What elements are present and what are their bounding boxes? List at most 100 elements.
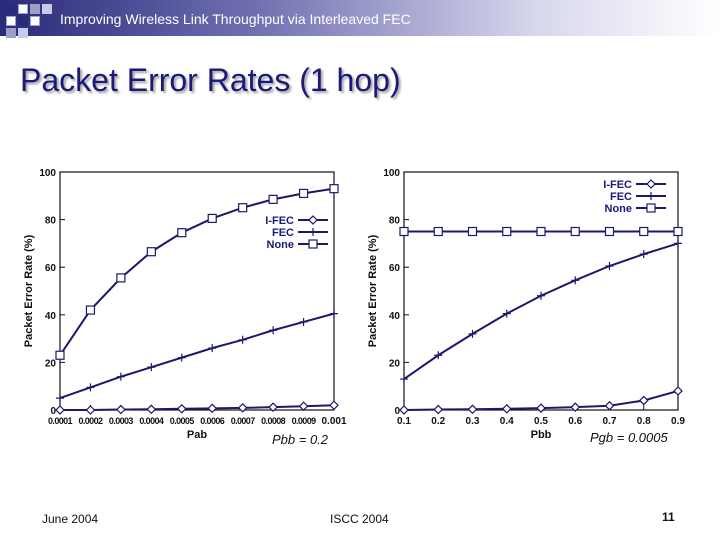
right-point-none-2: [467, 226, 478, 237]
right-point-i-fec-3: [501, 403, 512, 414]
left-point-none-5: [207, 213, 217, 224]
decor-square-6: [18, 16, 28, 26]
left-x-tick-label-2: 0.0003: [109, 416, 134, 426]
right-legend-marker-i-fec: [646, 179, 656, 189]
decor-square-8: [6, 28, 16, 38]
left-point-i-fec-4: [176, 403, 187, 414]
left-legend-marker-fec: [309, 228, 317, 236]
right-point-fec-5: [571, 276, 580, 285]
left-point-i-fec-3: [146, 404, 157, 415]
left-point-none-2: [116, 273, 126, 283]
footer-venue: ISCC 2004: [330, 512, 389, 526]
right-point-fec-0: [400, 375, 408, 384]
left-point-i-fec-0: [55, 405, 65, 415]
right-caption: Pgb = 0.0005: [590, 430, 668, 445]
right-point-none-6: [604, 226, 615, 237]
left-x-tick-label-7: 0.0008: [261, 416, 286, 426]
left-point-fec-3: [147, 363, 156, 372]
left-point-none-3: [146, 247, 156, 257]
right-legend-label-none: None: [605, 203, 633, 215]
left-x-tick-label-5: 0.0006: [200, 416, 225, 426]
header-bar: [0, 0, 720, 36]
right-legend-label-fec: FEC: [610, 191, 632, 203]
decor-square-7: [30, 16, 40, 26]
right-y-tick-label-3: 60: [389, 263, 401, 274]
left-point-fec-5: [208, 344, 217, 353]
right-point-fec-2: [468, 329, 477, 338]
header-title: Improving Wireless Link Throughput via I…: [60, 11, 411, 27]
left-y-tick-label-2: 40: [45, 311, 57, 322]
right-point-fec-6: [605, 262, 614, 271]
left-x-tick-label-1: 0.0002: [78, 416, 103, 426]
left-y-tick-label-4: 80: [45, 216, 57, 227]
right-x-tick-label-7: 0.8: [637, 416, 651, 427]
left-plot-frame: [59, 171, 335, 411]
left-legend-label-fec: FEC: [272, 227, 294, 239]
left-legend-label-i-fec: I-FEC: [265, 215, 294, 227]
decor-square-1: [6, 4, 16, 14]
decor-square-2: [18, 4, 28, 14]
right-point-i-fec-7: [638, 395, 649, 406]
right-x-tick-label-1: 0.2: [431, 416, 445, 427]
left-x-tick-label-6: 0.0007: [231, 416, 256, 426]
left-point-fec-6: [238, 335, 247, 344]
footer-date: June 2004: [42, 512, 99, 526]
right-point-fec-7: [639, 250, 648, 259]
left-legend-label-none: None: [267, 239, 295, 251]
left-y-tick-label-1: 20: [45, 358, 57, 369]
right-point-i-fec-8: [673, 386, 683, 396]
left-x-tick-label-3: 0.0004: [139, 416, 164, 426]
left-y-tick-label-0: 0: [50, 406, 56, 417]
right-point-i-fec-1: [433, 404, 444, 415]
right-x-tick-label-3: 0.4: [500, 416, 514, 427]
left-x-tick-label-4: 0.0005: [170, 416, 195, 426]
left-point-none-1: [85, 305, 96, 315]
left-point-none-0: [55, 350, 65, 360]
left-point-fec-7: [269, 326, 278, 335]
right-point-i-fec-2: [467, 404, 478, 415]
right-point-none-5: [570, 226, 580, 237]
right-legend-label-i-fec: I-FEC: [603, 179, 632, 191]
right-x-tick-label-4: 0.5: [534, 416, 548, 427]
left-point-i-fec-6: [237, 403, 248, 413]
left-chart: 0 20 40 60 80 100 0.0001 0.0002 0.0003 0.0004 0.00…: [23, 168, 347, 441]
left-point-none-6: [238, 203, 248, 213]
right-x-tick-label-6: 0.7: [603, 416, 617, 427]
left-series-line-i-fec: [60, 404, 335, 411]
right-y-tick-label-5: 100: [383, 168, 400, 179]
left-point-fec-0: [56, 394, 64, 403]
right-x-tick-label-2: 0.3: [466, 416, 480, 427]
right-point-i-fec-5: [570, 402, 581, 412]
left-point-i-fec-8: [298, 401, 309, 412]
right-legend-marker-fec: [647, 192, 655, 200]
left-point-fec-1: [86, 383, 95, 392]
left-point-none-4: [177, 228, 187, 238]
left-x-tick-label-0: 0.0001: [48, 416, 73, 426]
right-x-tick-label-8: 0.9: [671, 416, 685, 427]
right-point-i-fec-0: [399, 405, 409, 415]
right-x-tick-label-5: 0.6: [568, 416, 582, 427]
right-point-fec-8: [674, 239, 682, 248]
left-point-i-fec-1: [85, 405, 96, 415]
decor-square-3: [30, 4, 40, 14]
decor-square-9: [18, 28, 28, 38]
decor-square-4: [42, 4, 52, 14]
left-series-none: [55, 184, 339, 360]
right-point-none-8: [673, 226, 683, 237]
left-series-fec: [56, 309, 338, 403]
right-point-none-0: [399, 226, 409, 237]
right-point-none-7: [639, 226, 649, 237]
right-point-fec-3: [502, 309, 511, 318]
left-x-tick-label-9: 0.001: [321, 416, 346, 427]
right-series-none: [399, 226, 683, 237]
left-series-line-fec: [59, 312, 335, 400]
right-point-none-4: [536, 226, 546, 237]
right-y-tick-label-4: 80: [389, 216, 401, 227]
footer-page-number: 11: [662, 510, 675, 524]
right-series-i-fec: [399, 386, 683, 415]
right-y-tick-label-2: 40: [389, 311, 401, 322]
left-x-tick-label-8: 0.0009: [292, 416, 317, 426]
left-point-none-7: [268, 194, 278, 204]
left-y-tick-label-5: 100: [39, 168, 56, 179]
